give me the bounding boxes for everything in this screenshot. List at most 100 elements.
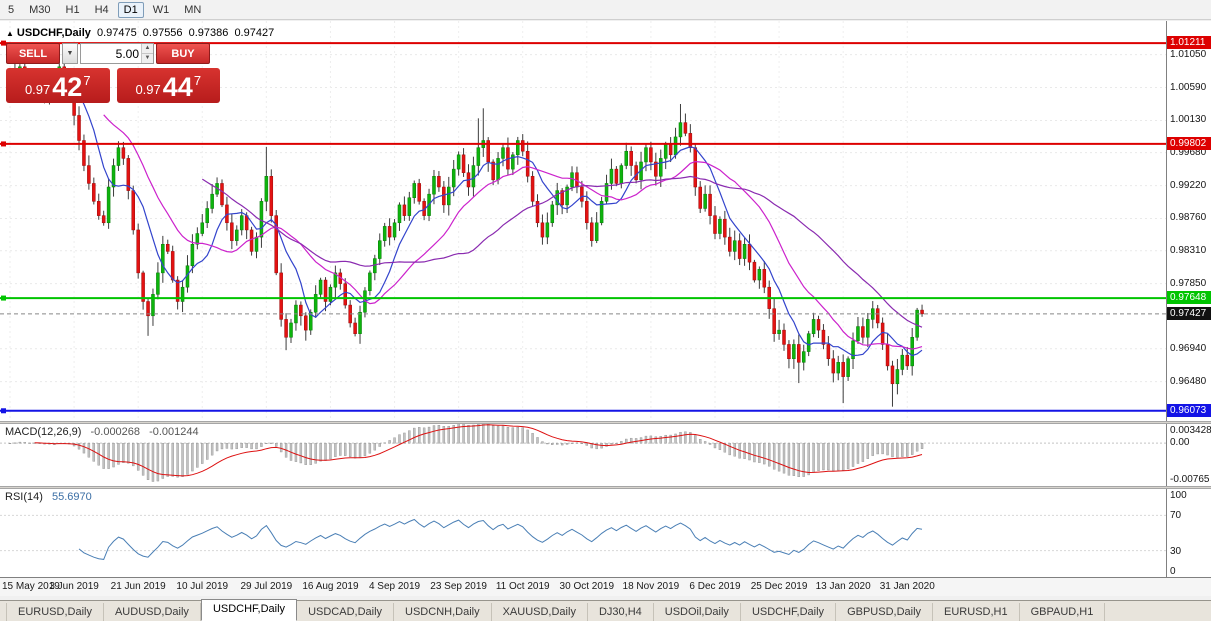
date-label: 18 Nov 2019 [622,581,680,592]
price-axis-tick: 1.00130 [1170,114,1207,126]
date-label: 21 Jun 2019 [110,581,166,592]
ohlc-close: 0.97427 [234,27,275,39]
buy-price-point: 7 [193,73,202,88]
volume-box: ▲ ▼ [80,43,154,64]
buy-button[interactable]: BUY [156,43,210,64]
date-label: 11 Oct 2019 [495,581,550,592]
chart-tab-USDCHF,Daily[interactable]: USDCHF,Daily [200,599,298,621]
chart-tab-EURUSD,H1[interactable]: EURUSD,H1 [933,603,1020,621]
timeframe-button-5[interactable]: 5 [8,3,15,16]
date-axis[interactable]: 15 May 2019 3 Jun 2019 21 Jun 2019 10 Jul 2… [0,577,1211,596]
date-label: 25 Dec 2019 [750,581,808,592]
rsi-axis-tick: 30 [1170,545,1182,557]
candlestick-chart-canvas [0,21,1166,421]
date-label: 16 Aug 2019 [302,581,359,592]
buy-price-prefix: 0.97 [135,82,161,97]
chart-tab-EURUSD,Daily[interactable]: EURUSD,Daily [6,603,104,621]
date-label: 13 Jan 2020 [815,581,871,592]
date-label: 6 Dec 2019 [689,581,741,592]
rsi-line [78,518,923,560]
macd-axis-zero: 0.00 [1170,437,1190,449]
macd-signal-line [34,424,923,477]
macd-label: MACD(12,26,9) -0.000268 -0.001244 [5,426,205,438]
volume-spinner: ▲ ▼ [141,44,153,63]
timeframe-button-MN[interactable]: MN [184,3,202,16]
price-level-tag: 0.96073 [1167,403,1211,417]
date-label: 23 Sep 2019 [430,581,487,592]
chart-window: ▲ USDCHF,Daily 0.97475 0.97556 0.97386 0.… [0,21,1211,596]
volume-dropdown-button[interactable]: ▼ [62,43,78,64]
rsi-canvas [0,514,1166,560]
price-axis-tick: 0.98310 [1170,244,1207,256]
price-level-tag: 1.01211 [1167,36,1211,50]
macd-axis-max: 0.003428 [1170,425,1211,436]
moving-average-lines [44,79,923,357]
timeframe-button-H1[interactable]: H1 [65,3,80,16]
date-label: 4 Sep 2019 [368,581,421,592]
chart-tab-DJ30,H4[interactable]: DJ30,H4 [588,603,654,621]
chart-tab-USDCAD,Daily[interactable]: USDCAD,Daily [297,603,395,621]
timeframe-button-W1[interactable]: W1 [152,3,170,16]
chart-title: ▲ USDCHF,Daily 0.97475 0.97556 0.97386 0.… [6,27,277,39]
macd-indicator-pane[interactable]: MACD(12,26,9) -0.000268 -0.001244 [0,424,1166,486]
macd-canvas [0,424,1166,482]
macd-name: MACD(12,26,9) [5,426,82,438]
ohlc-low: 0.97386 [188,27,229,39]
price-axis-tick: 0.97850 [1170,277,1207,289]
ohlc-high: 0.97556 [142,27,183,39]
price-axis-tick: 0.98760 [1170,212,1207,224]
macd-signal-value: -0.001244 [149,426,199,438]
date-label: 30 Oct 2019 [559,581,615,592]
price-axis-tick: 0.96940 [1170,342,1207,354]
sell-price-pips: 42 [52,72,83,102]
buy-price-display[interactable]: 0.97 44 7 [116,68,220,103]
symbol-label: USDCHF,Daily [16,27,91,39]
price-level-tag: 0.99802 [1167,136,1211,150]
sell-price-point: 7 [83,73,91,88]
date-label: 29 Jul 2019 [240,581,293,592]
one-click-trading-panel: SELL ▼ ▲ ▼ BUY 0.97 42 7 [6,43,220,103]
chart-tab-bar: EURUSD,Daily AUDUSD,Daily USDCHF,Daily USDC… [0,599,1211,621]
date-label: 31 Jan 2020 [879,581,935,592]
candles [8,57,924,407]
sell-button[interactable]: SELL [6,43,60,64]
ohlc-open: 0.97475 [96,27,137,39]
price-axis-tick: 1.01050 [1170,48,1207,60]
rsi-axis-tick: 70 [1170,510,1182,522]
timeframe-button-D1[interactable]: D1 [117,1,144,18]
volume-increase-button[interactable]: ▲ [142,44,153,53]
sell-price-prefix: 0.97 [24,82,51,97]
rsi-indicator-pane[interactable]: RSI(14) 55.6970 [0,489,1166,577]
chart-arrow-icon: ▲ [6,29,14,38]
rsi-label: RSI(14) 55.6970 [5,491,98,503]
price-axis-tick: 0.99220 [1170,179,1207,191]
buy-price-pips: 44 [162,72,193,102]
rsi-axis-tick: 0 [1170,566,1176,577]
chart-tab-USDCNH,Daily[interactable]: USDCNH,Daily [394,603,492,621]
volume-decrease-button[interactable]: ▼ [142,53,153,63]
price-axis[interactable]: 1.01050 1.00590 1.00130 0.99680 0.99220 0.987… [1166,21,1211,577]
chart-tab-AUDUSD,Daily[interactable]: AUDUSD,Daily [104,603,201,621]
date-label: 10 Jul 2019 [176,581,229,592]
chart-tab-XAUUSD,Daily[interactable]: XAUUSD,Daily [492,603,588,621]
horizontal-level-lines[interactable] [0,40,1166,414]
rsi-value: 55.6970 [51,491,92,503]
pane-splitter[interactable] [0,486,1211,489]
pane-splitter[interactable] [0,421,1211,424]
chart-tab-GBPUSD,Daily[interactable]: GBPUSD,Daily [836,603,934,621]
chart-tab-USDOil,Daily[interactable]: USDOil,Daily [654,603,741,621]
chart-tab-USDCHF,Daily[interactable]: USDCHF,Daily [741,603,837,621]
sell-price-display[interactable]: 0.97 42 7 [6,68,110,103]
timeframe-button-M30[interactable]: M30 [29,3,51,16]
macd-axis-min: -0.00765 [1170,474,1210,485]
main-chart-pane[interactable]: ▲ USDCHF,Daily 0.97475 0.97556 0.97386 0.… [0,21,1166,421]
volume-input[interactable] [81,44,141,63]
macd-value: -0.000268 [90,426,141,438]
rsi-axis-tick: 100 [1170,490,1187,501]
timeframe-button-H4[interactable]: H4 [94,3,109,16]
price-axis-tick: 0.99680 [1170,146,1207,158]
timeframe-toolbar: 5 M30 H1 H4 D1 W1 MN [0,0,1211,20]
current-price-tag: 0.97427 [1167,306,1211,320]
chart-tab-GBPAUD,H1[interactable]: GBPAUD,H1 [1020,603,1106,621]
